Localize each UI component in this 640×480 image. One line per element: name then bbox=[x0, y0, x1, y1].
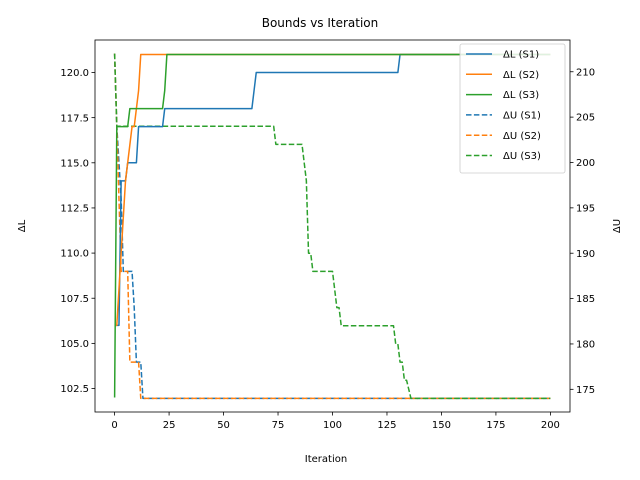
left-tick-label: 112.5 bbox=[60, 204, 89, 215]
series-line-1 bbox=[114, 53, 551, 327]
left-tick-label: 110.0 bbox=[60, 249, 89, 260]
x-tick-label: 75 bbox=[272, 420, 285, 431]
right-tick-label: 190 bbox=[576, 249, 595, 260]
legend-entry: ΔU (S2) bbox=[503, 131, 541, 142]
x-tick-label: 150 bbox=[432, 420, 451, 431]
left-axis-label: ΔL bbox=[17, 219, 28, 232]
legend-entry: ΔL (S3) bbox=[503, 90, 539, 101]
x-tick-label: 25 bbox=[163, 420, 176, 431]
left-axis-ticks: 102.5 105.0 107.5 110.0 112.5 115.0 117.5 120.0 bbox=[60, 68, 95, 395]
series-line-4 bbox=[113, 53, 551, 400]
x-tick-label: 125 bbox=[377, 420, 396, 431]
right-axis-ticks: 175 180 185 190 195 200 205 210 bbox=[570, 67, 595, 396]
series-line-6 bbox=[113, 53, 551, 400]
left-tick-label: 105.0 bbox=[60, 339, 89, 350]
left-tick-label: 115.0 bbox=[60, 158, 89, 169]
x-tick-label: 0 bbox=[111, 420, 117, 431]
left-tick-label: 117.5 bbox=[60, 113, 89, 124]
series-line-3 bbox=[113, 53, 551, 398]
legend-box bbox=[459, 43, 566, 174]
left-tick-label: 102.5 bbox=[60, 384, 89, 395]
x-axis-ticks: 0 25 50 75 100 125 150 175 200 bbox=[111, 412, 560, 431]
x-tick-label: 100 bbox=[323, 420, 342, 431]
x-tick-label: 50 bbox=[217, 420, 230, 431]
right-tick-label: 210 bbox=[576, 67, 595, 78]
right-tick-label: 205 bbox=[576, 113, 595, 124]
legend: ΔL (S1) ΔL (S2) ΔL (S3) ΔU (S1) ΔU (S2) ΔU (S… bbox=[459, 43, 566, 174]
left-tick-label: 107.5 bbox=[60, 294, 89, 305]
legend-entry: ΔU (S1) bbox=[503, 111, 541, 122]
right-tick-label: 180 bbox=[576, 340, 595, 351]
legend-entry: ΔU (S3) bbox=[503, 151, 541, 162]
series-line-2 bbox=[114, 53, 551, 327]
chart-title: Bounds vs Iteration bbox=[262, 16, 379, 30]
right-tick-label: 185 bbox=[576, 294, 595, 305]
legend-entry: ΔL (S2) bbox=[503, 70, 539, 81]
right-tick-label: 200 bbox=[576, 158, 595, 169]
x-axis-label: Iteration bbox=[305, 454, 347, 465]
right-axis-label: ΔU bbox=[612, 219, 623, 233]
plot-lines bbox=[113, 53, 551, 400]
left-tick-label: 120.0 bbox=[60, 68, 89, 79]
series-line-5 bbox=[113, 53, 551, 400]
x-tick-label: 200 bbox=[541, 420, 560, 431]
right-tick-label: 195 bbox=[576, 203, 595, 214]
legend-entry: ΔL (S1) bbox=[503, 50, 539, 61]
right-tick-label: 175 bbox=[576, 385, 595, 396]
x-tick-label: 175 bbox=[486, 420, 505, 431]
